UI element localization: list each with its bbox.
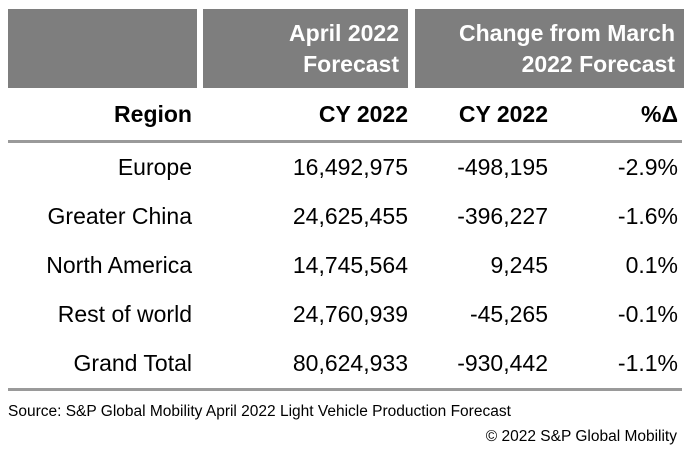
forecast-value: 14,745,564 [292,252,408,278]
group-header-april-line2: Forecast [303,50,399,77]
region-label: Grand Total [73,350,192,376]
column-header-row: Region CY 2022 CY 2022 %Δ [0,88,682,140]
table-row-rest-of-world: Rest of world 24,760,939 -45,265 -0.1% [0,290,682,339]
group-header-change-line1: Change from March [459,19,675,46]
column-header-change-cy: CY 2022 [458,101,548,127]
change-value: 9,245 [490,252,548,278]
change-value: -396,227 [457,203,548,229]
header-divider-line [8,140,682,143]
group-header-change-from-march: Change from March 2022 Forecast [415,9,684,88]
region-label: Greater China [47,203,192,229]
forecast-value: 80,624,933 [292,350,408,376]
region-label: North America [46,252,192,278]
forecast-value: 24,625,455 [292,203,408,229]
group-header-row: April 2022 Forecast Change from March 20… [8,9,693,88]
group-header-blank [8,9,197,88]
table-row-grand-total: Grand Total 80,624,933 -930,442 -1.1% [0,339,682,388]
pct-value: -1.1% [617,350,678,376]
source-attribution: Source: S&P Global Mobility April 2022 L… [8,403,511,420]
footer-divider-line [8,388,682,391]
pct-value: -0.1% [617,301,678,327]
group-header-april-2022-forecast: April 2022 Forecast [203,9,408,88]
forecast-value: 16,492,975 [292,154,408,180]
pct-value: -2.9% [617,154,678,180]
group-header-change-line2: 2022 Forecast [521,50,675,77]
forecast-value: 24,760,939 [292,301,408,327]
change-value: -45,265 [469,301,548,327]
change-value: -930,442 [457,350,548,376]
region-label: Rest of world [57,301,192,327]
column-header-pct-delta: %Δ [641,101,678,127]
pct-value: 0.1% [625,252,678,278]
group-header-april-line1: April 2022 [289,19,399,46]
table-row-north-america: North America 14,745,564 9,245 0.1% [0,241,682,290]
table-row-europe: Europe 16,492,975 -498,195 -2.9% [0,143,682,192]
column-header-forecast-cy: CY 2022 [318,101,408,127]
region-label: Europe [117,154,192,180]
change-value: -498,195 [457,154,548,180]
column-header-region: Region [114,101,192,127]
table-row-greater-china: Greater China 24,625,455 -396,227 -1.6% [0,192,682,241]
copyright-notice: © 2022 S&P Global Mobility [485,428,677,445]
pct-value: -1.6% [617,203,678,229]
